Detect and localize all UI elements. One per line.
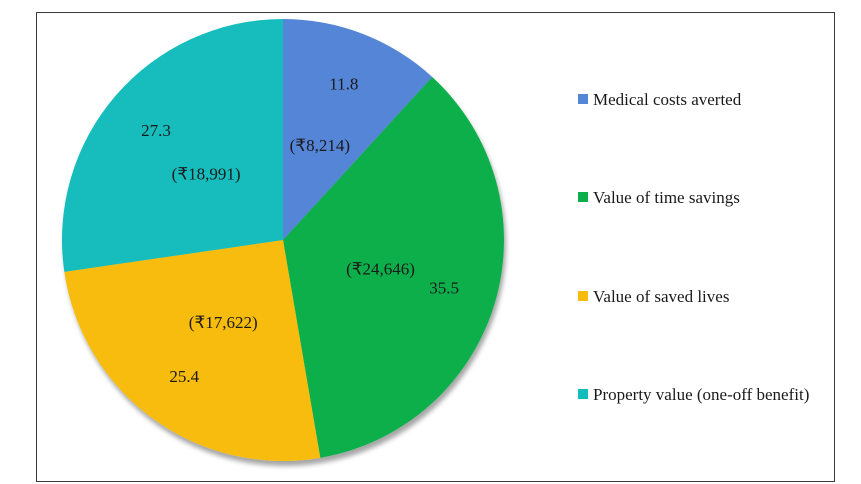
slice-amount-label: (₹8,214)	[290, 136, 350, 155]
legend-label: Medical costs averted	[593, 90, 742, 109]
slice-value-label: 27.3	[141, 121, 171, 140]
legend-label: Value of saved lives	[593, 287, 730, 306]
legend-swatch	[578, 291, 588, 301]
legend: Medical costs averted Value of time savi…	[578, 0, 828, 484]
legend-item-medical-costs: Medical costs averted	[578, 89, 823, 110]
legend-item-property-value: Property value (one-off benefit)	[578, 384, 823, 405]
legend-swatch	[578, 389, 588, 399]
pie-slice-medical-costs	[283, 19, 433, 240]
slice-amount-label: (₹18,991)	[172, 164, 241, 183]
legend-label: Property value (one-off benefit)	[593, 385, 810, 404]
legend-label: Value of time savings	[593, 188, 740, 207]
slice-value-label: 25.4	[169, 367, 199, 386]
slice-value-label: 11.8	[329, 74, 358, 93]
pie-slices	[62, 19, 505, 461]
pie-labels: 11.8 (₹8,214) 35.5 (₹24,646) 25.4 (₹17,622) 27…	[141, 74, 459, 385]
slice-value-label: 35.5	[429, 278, 459, 297]
legend-item-time-savings: Value of time savings	[578, 187, 823, 208]
slice-amount-label: (₹17,622)	[189, 313, 258, 332]
pie-slice-saved-lives	[64, 240, 321, 461]
legend-item-saved-lives: Value of saved lives	[578, 286, 823, 307]
pie-slice-property-value	[62, 19, 283, 272]
pie-slice-time-savings	[283, 77, 505, 458]
legend-swatch	[578, 192, 588, 202]
legend-swatch	[578, 94, 588, 104]
slice-amount-label: (₹24,646)	[346, 260, 415, 279]
